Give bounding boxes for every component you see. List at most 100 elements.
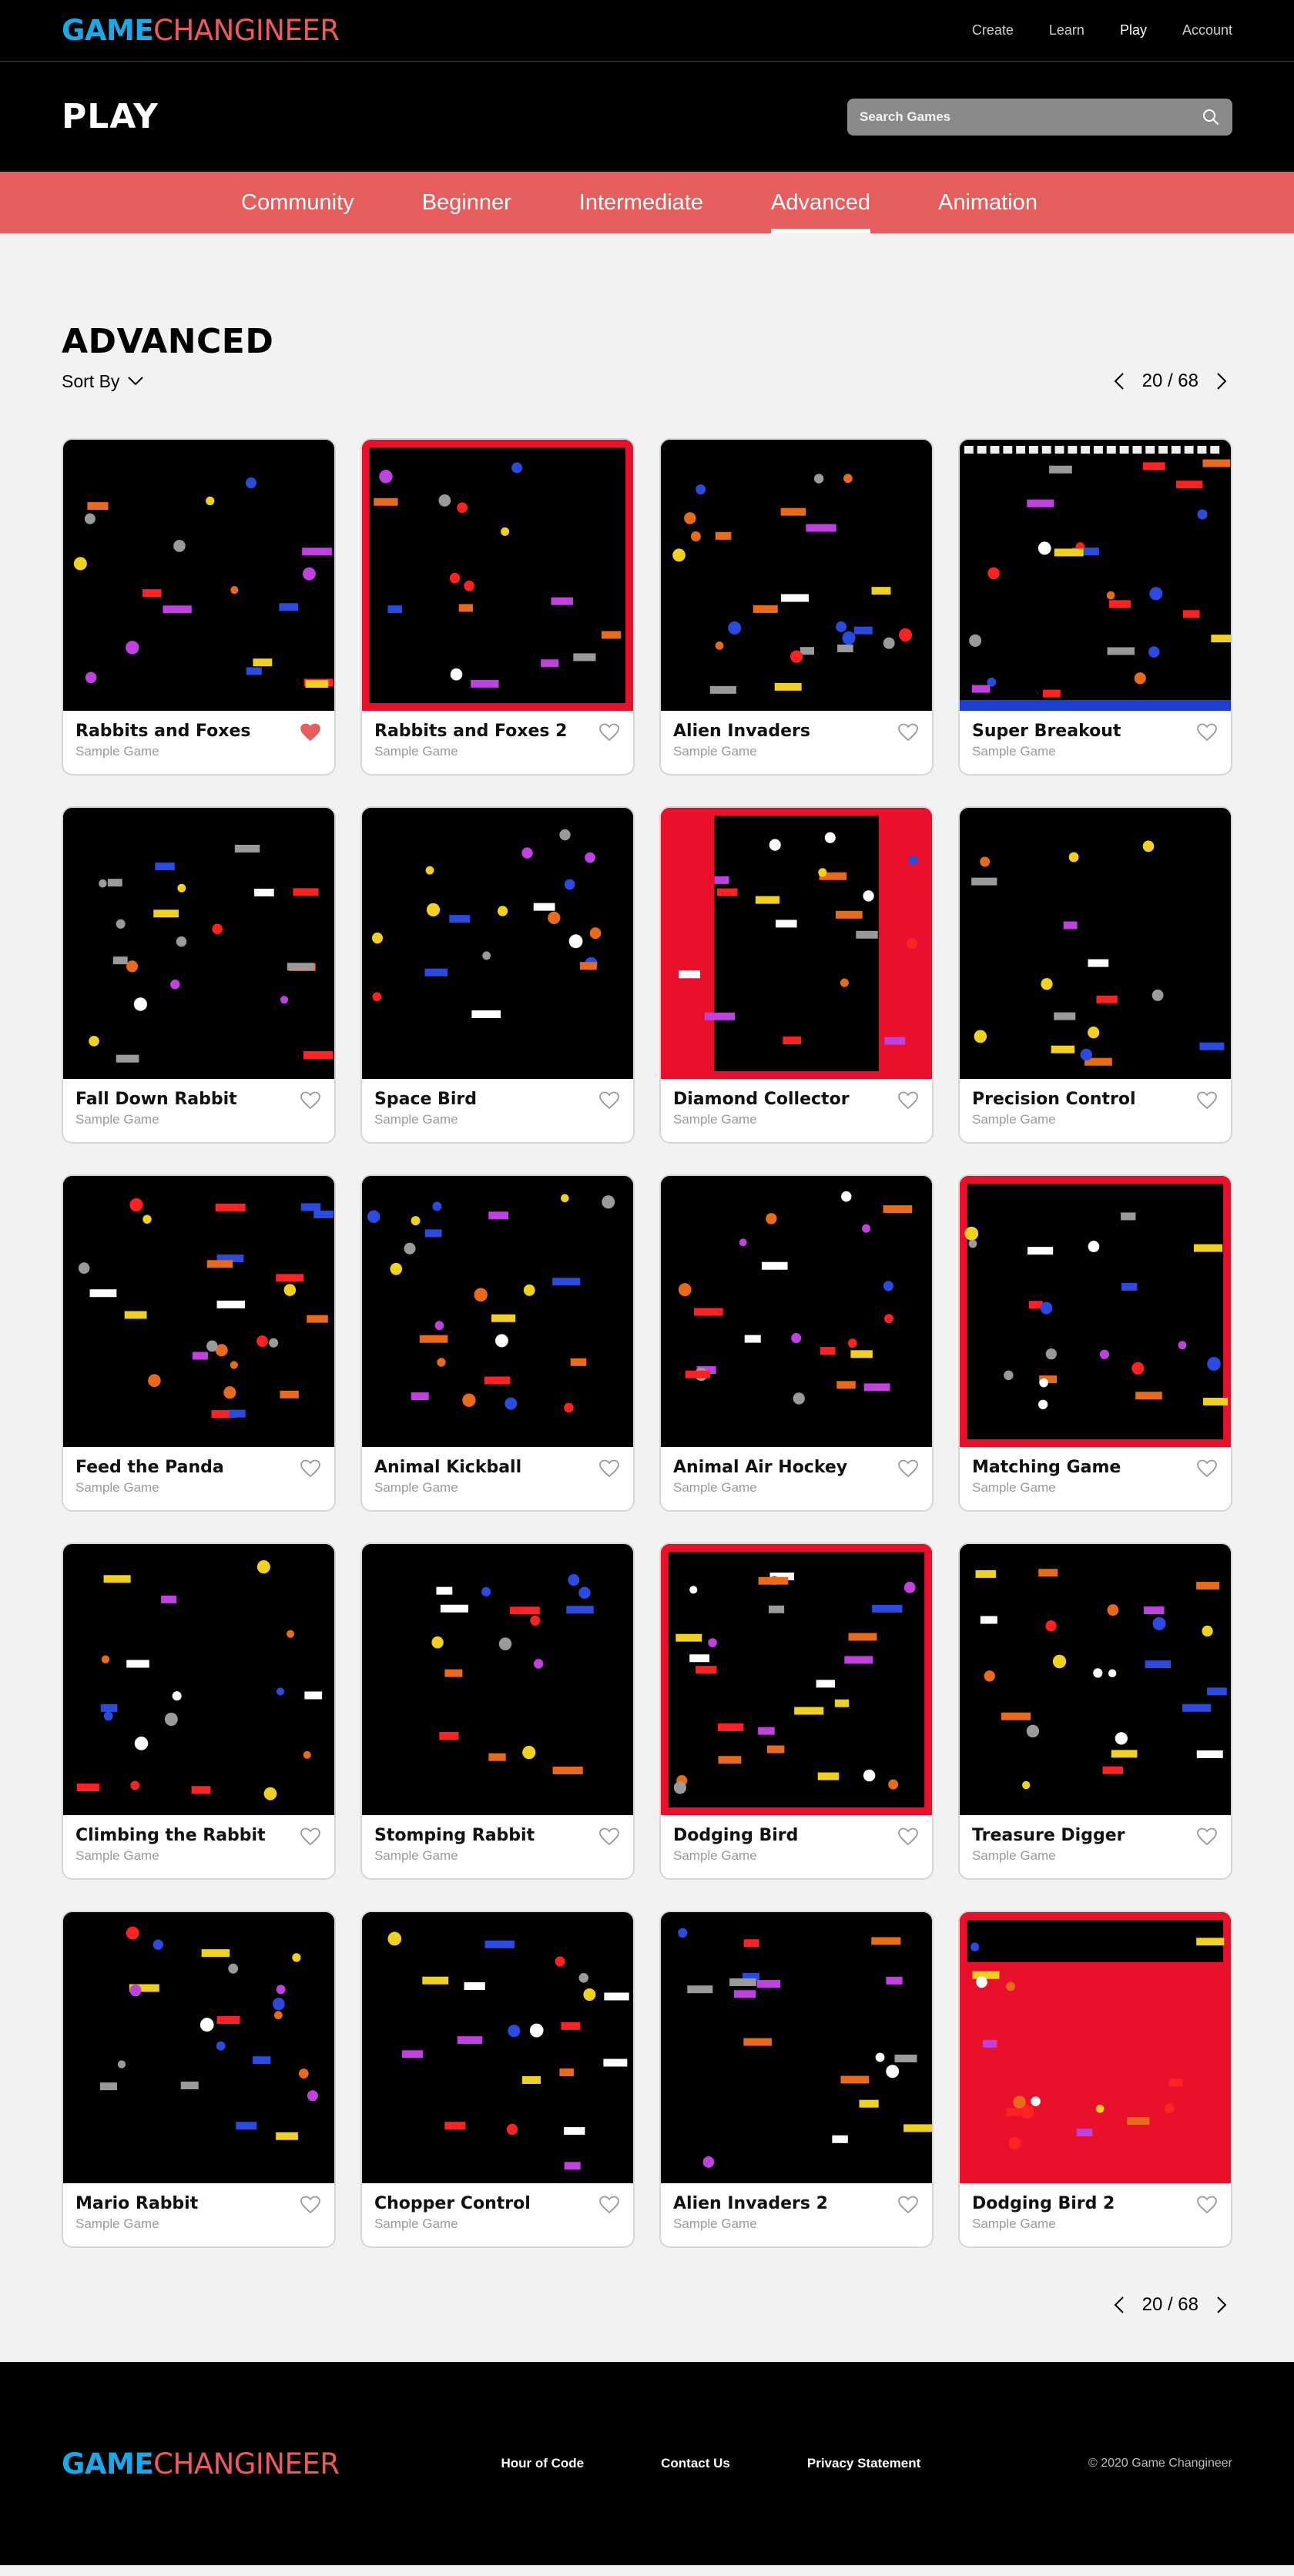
game-thumbnail xyxy=(362,1544,633,1815)
chevron-right-icon xyxy=(1217,373,1227,390)
game-card[interactable]: Chopper Control Sample Game xyxy=(360,1911,635,2248)
footer-link-contact-us[interactable]: Contact Us xyxy=(661,2456,730,2470)
nav-account[interactable]: Account xyxy=(1182,22,1232,38)
heart-icon[interactable] xyxy=(1197,1827,1217,1846)
game-card[interactable]: Treasure Digger Sample Game xyxy=(958,1543,1232,1880)
game-subtitle: Sample Game xyxy=(972,1848,1056,1863)
main-menu: Create Learn Play Account xyxy=(972,22,1232,39)
game-thumbnail xyxy=(63,1544,334,1815)
game-card-body: Climbing the Rabbit Sample Game xyxy=(63,1815,334,1874)
game-subtitle: Sample Game xyxy=(972,1480,1056,1495)
game-title: Dodging Bird xyxy=(673,1826,799,1845)
heart-icon[interactable] xyxy=(300,1827,320,1846)
game-card[interactable]: Precision Control Sample Game xyxy=(958,806,1232,1144)
game-title: Rabbits and Foxes xyxy=(75,722,251,741)
footer-link-privacy[interactable]: Privacy Statement xyxy=(806,2456,921,2470)
game-card[interactable]: Climbing the Rabbit Sample Game xyxy=(62,1543,336,1880)
heart-icon[interactable] xyxy=(300,1459,320,1478)
game-card-body: Alien Invaders Sample Game xyxy=(661,711,932,770)
heart-icon[interactable] xyxy=(898,1091,918,1110)
heart-icon[interactable] xyxy=(599,2196,619,2214)
game-card-body: Rabbits and Foxes Sample Game xyxy=(63,711,334,770)
game-card[interactable]: Feed the Panda Sample Game xyxy=(62,1174,336,1512)
game-card[interactable]: Rabbits and Foxes Sample Game xyxy=(62,438,336,775)
chevron-right-icon xyxy=(1217,2296,1227,2313)
game-card[interactable]: Super Breakout Sample Game xyxy=(958,438,1232,775)
heart-icon[interactable] xyxy=(898,723,918,742)
game-card[interactable]: Animal Kickball Sample Game xyxy=(360,1174,635,1512)
search-icon[interactable] xyxy=(1202,108,1220,126)
section-title: ADVANCED xyxy=(62,322,274,361)
heart-icon[interactable] xyxy=(898,1827,918,1846)
game-thumbnail xyxy=(661,1544,932,1815)
game-thumbnail xyxy=(362,808,633,1079)
game-subtitle: Sample Game xyxy=(972,1112,1056,1127)
prev-page-button[interactable] xyxy=(1108,370,1130,392)
brand-logo[interactable]: GAMECHANGINEER xyxy=(62,14,340,47)
game-card-body: Rabbits and Foxes 2 Sample Game xyxy=(362,711,633,770)
nav-create[interactable]: Create xyxy=(971,22,1014,38)
game-card[interactable]: Matching Game Sample Game xyxy=(958,1174,1232,1512)
tab-community[interactable]: Community xyxy=(241,189,354,215)
page-header: PLAY xyxy=(0,62,1294,172)
game-card-body: Stomping Rabbit Sample Game xyxy=(362,1815,633,1874)
list-controls: Sort By 20 / 68 xyxy=(62,370,1232,392)
heart-icon[interactable] xyxy=(599,1091,619,1110)
heart-icon[interactable] xyxy=(1197,1091,1217,1110)
prev-page-button[interactable] xyxy=(1108,2294,1130,2316)
top-nav: GAMECHANGINEER Create Learn Play Account xyxy=(0,0,1294,62)
heart-icon[interactable] xyxy=(599,723,619,742)
game-subtitle: Sample Game xyxy=(374,1112,458,1127)
search-input[interactable] xyxy=(860,109,1202,125)
heart-icon[interactable] xyxy=(300,2196,320,2214)
game-card[interactable]: Dodging Bird 2 Sample Game xyxy=(958,1911,1232,2248)
game-card-body: Precision Control Sample Game xyxy=(960,1079,1231,1138)
game-card[interactable]: Alien Invaders 2 Sample Game xyxy=(659,1911,934,2248)
game-subtitle: Sample Game xyxy=(75,1848,159,1863)
game-card[interactable]: Stomping Rabbit Sample Game xyxy=(360,1543,635,1880)
game-subtitle: Sample Game xyxy=(972,2216,1056,2231)
sort-by-dropdown[interactable]: Sort By xyxy=(62,371,144,392)
heart-icon[interactable] xyxy=(1197,2196,1217,2214)
tab-intermediate[interactable]: Intermediate xyxy=(578,189,703,215)
main-content: ADVANCED Sort By 20 / 68 Rabbits and Fox… xyxy=(0,233,1294,2316)
footer-logo[interactable]: GAMECHANGINEER xyxy=(62,2447,340,2481)
nav-play[interactable]: Play xyxy=(1119,22,1147,38)
game-card[interactable]: Animal Air Hockey Sample Game xyxy=(659,1174,934,1512)
tab-animation[interactable]: Animation xyxy=(937,189,1038,215)
footer-links: Hour of Code Contact Us Privacy Statemen… xyxy=(501,2456,920,2471)
game-card-body: Dodging Bird Sample Game xyxy=(661,1815,932,1874)
tab-beginner[interactable]: Beginner xyxy=(421,189,511,215)
game-card[interactable]: Rabbits and Foxes 2 Sample Game xyxy=(360,438,635,775)
footer-link-hour-of-code[interactable]: Hour of Code xyxy=(501,2456,585,2470)
game-card[interactable]: Fall Down Rabbit Sample Game xyxy=(62,806,336,1144)
game-title: Space Bird xyxy=(374,1090,477,1109)
game-card-body: Chopper Control Sample Game xyxy=(362,2183,633,2243)
game-thumbnail xyxy=(661,440,932,711)
heart-icon[interactable] xyxy=(599,1827,619,1846)
game-card[interactable]: Space Bird Sample Game xyxy=(360,806,635,1144)
next-page-button[interactable] xyxy=(1211,2294,1232,2316)
game-title: Matching Game xyxy=(972,1458,1121,1477)
next-page-button[interactable] xyxy=(1211,370,1232,392)
heart-icon[interactable] xyxy=(898,1459,918,1478)
game-card[interactable]: Dodging Bird Sample Game xyxy=(659,1543,934,1880)
chevron-down-icon xyxy=(128,377,144,386)
game-title: Feed the Panda xyxy=(75,1458,224,1477)
heart-icon[interactable] xyxy=(1197,723,1217,742)
heart-filled-icon[interactable] xyxy=(300,723,320,742)
heart-icon[interactable] xyxy=(1197,1459,1217,1478)
game-card[interactable]: Mario Rabbit Sample Game xyxy=(62,1911,336,2248)
game-subtitle: Sample Game xyxy=(673,1112,757,1127)
nav-learn[interactable]: Learn xyxy=(1048,22,1084,38)
heart-icon[interactable] xyxy=(898,2196,918,2214)
game-card[interactable]: Diamond Collector Sample Game xyxy=(659,806,934,1144)
pagination-bottom-wrap: 20 / 68 xyxy=(62,2294,1232,2316)
game-thumbnail xyxy=(661,1176,932,1447)
heart-icon[interactable] xyxy=(300,1091,320,1110)
game-card-body: Feed the Panda Sample Game xyxy=(63,1447,334,1506)
category-tabs: Community Beginner Intermediate Advanced… xyxy=(0,172,1294,233)
heart-icon[interactable] xyxy=(599,1459,619,1478)
tab-advanced[interactable]: Advanced xyxy=(770,172,870,233)
game-card[interactable]: Alien Invaders Sample Game xyxy=(659,438,934,775)
